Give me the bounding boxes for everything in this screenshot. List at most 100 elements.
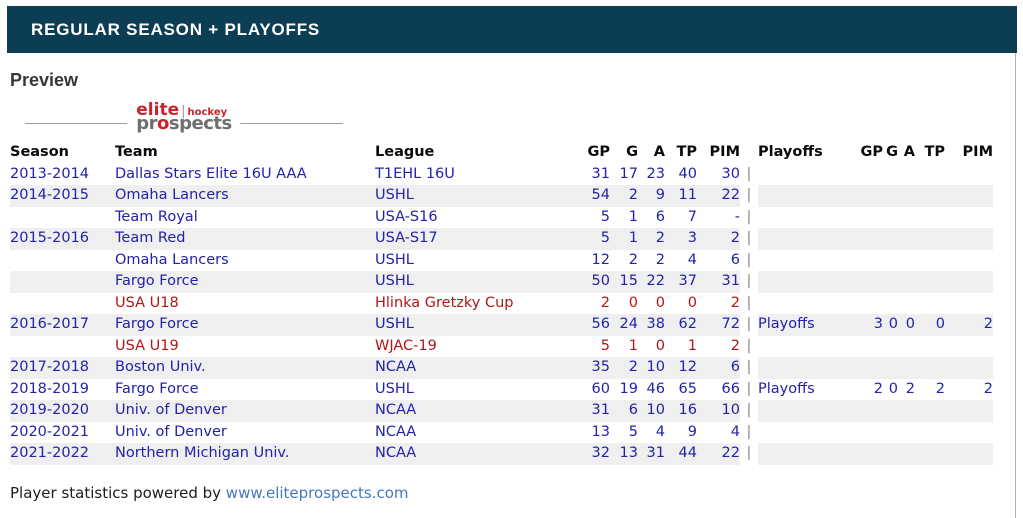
preview-label: Preview — [10, 70, 79, 90]
table-row: 2020-2021 Univ. of Denver NCAA 13 5 4 9 … — [10, 421, 993, 444]
section-header-bar: REGULAR SEASON + PLAYOFFS — [7, 6, 1017, 53]
league-link[interactable]: NCAA — [375, 443, 565, 465]
league-link[interactable]: NCAA — [375, 357, 565, 379]
playoffs-label-cell — [758, 293, 853, 315]
a-cell: 0 — [655, 337, 665, 354]
season-cell[interactable]: 2019-2020 — [10, 400, 115, 422]
season-cell[interactable] — [10, 207, 115, 229]
team-link[interactable]: Univ. of Denver — [115, 423, 227, 440]
playoffs-label-cell — [758, 250, 853, 272]
season-cell[interactable]: 2013-2014 — [10, 165, 90, 182]
playoffs-label-cell: Playoffs — [758, 314, 853, 336]
season-cell[interactable]: 2016-2017 — [10, 314, 115, 336]
playoffs-tp-cell — [915, 228, 945, 250]
gp-cell: 32 — [565, 443, 610, 465]
league-link[interactable]: NCAA — [375, 400, 565, 422]
tp-cell: 7 — [687, 208, 697, 225]
gp-cell: 2 — [600, 294, 610, 311]
gp-cell: 35 — [565, 357, 610, 379]
tp-cell: 0 — [687, 294, 697, 311]
playoffs-tp-cell: 2 — [935, 380, 945, 397]
team-link[interactable]: USA U18 — [115, 294, 179, 311]
table-row: 2016-2017 Fargo Force USHL 56 24 38 62 7… — [10, 314, 993, 336]
playoffs-tp-cell — [915, 207, 945, 229]
playoffs-gp-cell — [853, 336, 883, 358]
a-cell: 46 — [646, 380, 665, 397]
season-cell[interactable]: 2017-2018 — [10, 357, 115, 379]
team-link[interactable]: Fargo Force — [115, 314, 375, 336]
team-link[interactable]: Omaha Lancers — [115, 185, 375, 207]
team-link[interactable]: Team Royal — [115, 208, 198, 225]
league-link[interactable]: WJAC-19 — [375, 337, 437, 354]
playoffs-tp-cell — [915, 422, 945, 444]
pim-cell: 6 — [730, 251, 740, 268]
team-link[interactable]: Northern Michigan Univ. — [115, 443, 375, 465]
season-cell[interactable]: 2021-2022 — [10, 443, 115, 465]
playoffs-pim-cell — [945, 400, 993, 422]
playoffs-g-cell — [883, 422, 898, 444]
logo-top-row: elite | hockey — [136, 102, 231, 119]
playoffs-pim-cell — [945, 422, 993, 444]
season-cell[interactable] — [10, 336, 115, 358]
playoffs-tp-cell — [915, 336, 945, 358]
team-link[interactable]: Univ. of Denver — [115, 400, 375, 422]
table-row: 2015-2016 Team Red USA-S17 5 1 2 3 2 | — [10, 228, 993, 250]
eliteprospects-logo[interactable]: elite | hockey prospects — [127, 102, 241, 133]
playoffs-a-cell: 2 — [905, 380, 915, 397]
league-link[interactable]: USHL — [375, 185, 565, 207]
season-cell[interactable]: 2020-2021 — [10, 423, 90, 440]
playoffs-label-cell — [758, 336, 853, 358]
season-cell[interactable] — [10, 271, 115, 293]
playoffs-gp-cell — [853, 185, 883, 207]
stats-table-header-row: Season Team League GP G A TP PIM Playoff… — [10, 142, 993, 164]
league-link[interactable]: USA-S17 — [375, 228, 565, 250]
table-row: 2019-2020 Univ. of Denver NCAA 31 6 10 1… — [10, 400, 993, 422]
playoffs-gp-cell — [853, 250, 883, 272]
team-link[interactable]: Team Red — [115, 228, 375, 250]
season-cell[interactable]: 2015-2016 — [10, 228, 115, 250]
eliteprospects-link[interactable]: www.eliteprospects.com — [225, 484, 409, 502]
team-link[interactable]: USA U19 — [115, 337, 179, 354]
separator-cell: | — [740, 314, 758, 336]
league-link[interactable]: USA-S16 — [375, 208, 438, 225]
season-cell[interactable]: 2018-2019 — [10, 380, 90, 397]
g-cell: 5 — [628, 423, 638, 440]
gp-cell: 56 — [565, 314, 610, 336]
playoffs-tp-cell — [915, 293, 945, 315]
pim-cell: 2 — [697, 228, 740, 250]
playoffs-label-cell — [758, 164, 853, 186]
playoffs-pim-cell — [945, 207, 993, 229]
team-link[interactable]: Boston Univ. — [115, 357, 375, 379]
playoffs-pim-cell: 2 — [983, 380, 993, 397]
separator-cell: | — [740, 292, 758, 314]
column-header-separator — [740, 142, 758, 164]
pim-cell: 72 — [697, 314, 740, 336]
season-cell[interactable] — [10, 293, 115, 315]
a-cell: 10 — [638, 357, 665, 379]
tp-cell: 4 — [687, 251, 697, 268]
gp-cell: 54 — [565, 185, 610, 207]
playoffs-a-cell — [898, 185, 915, 207]
league-link[interactable]: USHL — [375, 380, 414, 397]
league-link[interactable]: USHL — [375, 314, 565, 336]
playoffs-a-cell — [898, 228, 915, 250]
table-row: 2014-2015 Omaha Lancers USHL 54 2 9 11 2… — [10, 185, 993, 207]
playoffs-pim-cell — [945, 164, 993, 186]
logo-elite-text: elite — [136, 100, 180, 120]
team-link[interactable]: Fargo Force — [115, 271, 375, 293]
league-link[interactable]: USHL — [375, 271, 565, 293]
team-link[interactable]: Dallas Stars Elite 16U AAA — [115, 165, 307, 182]
league-link[interactable]: NCAA — [375, 423, 417, 440]
season-cell[interactable] — [10, 250, 115, 272]
gp-cell: 5 — [600, 337, 610, 354]
tp-cell: 3 — [665, 228, 697, 250]
league-link[interactable]: USHL — [375, 251, 414, 268]
league-link[interactable]: Hlinka Gretzky Cup — [375, 294, 514, 311]
team-link[interactable]: Fargo Force — [115, 380, 199, 397]
g-cell: 0 — [628, 294, 638, 311]
column-header-g: G — [626, 144, 638, 160]
league-link[interactable]: T1EHL 16U — [375, 165, 455, 182]
team-link[interactable]: Omaha Lancers — [115, 251, 229, 268]
separator-cell: | — [740, 206, 758, 228]
season-cell[interactable]: 2014-2015 — [10, 185, 115, 207]
